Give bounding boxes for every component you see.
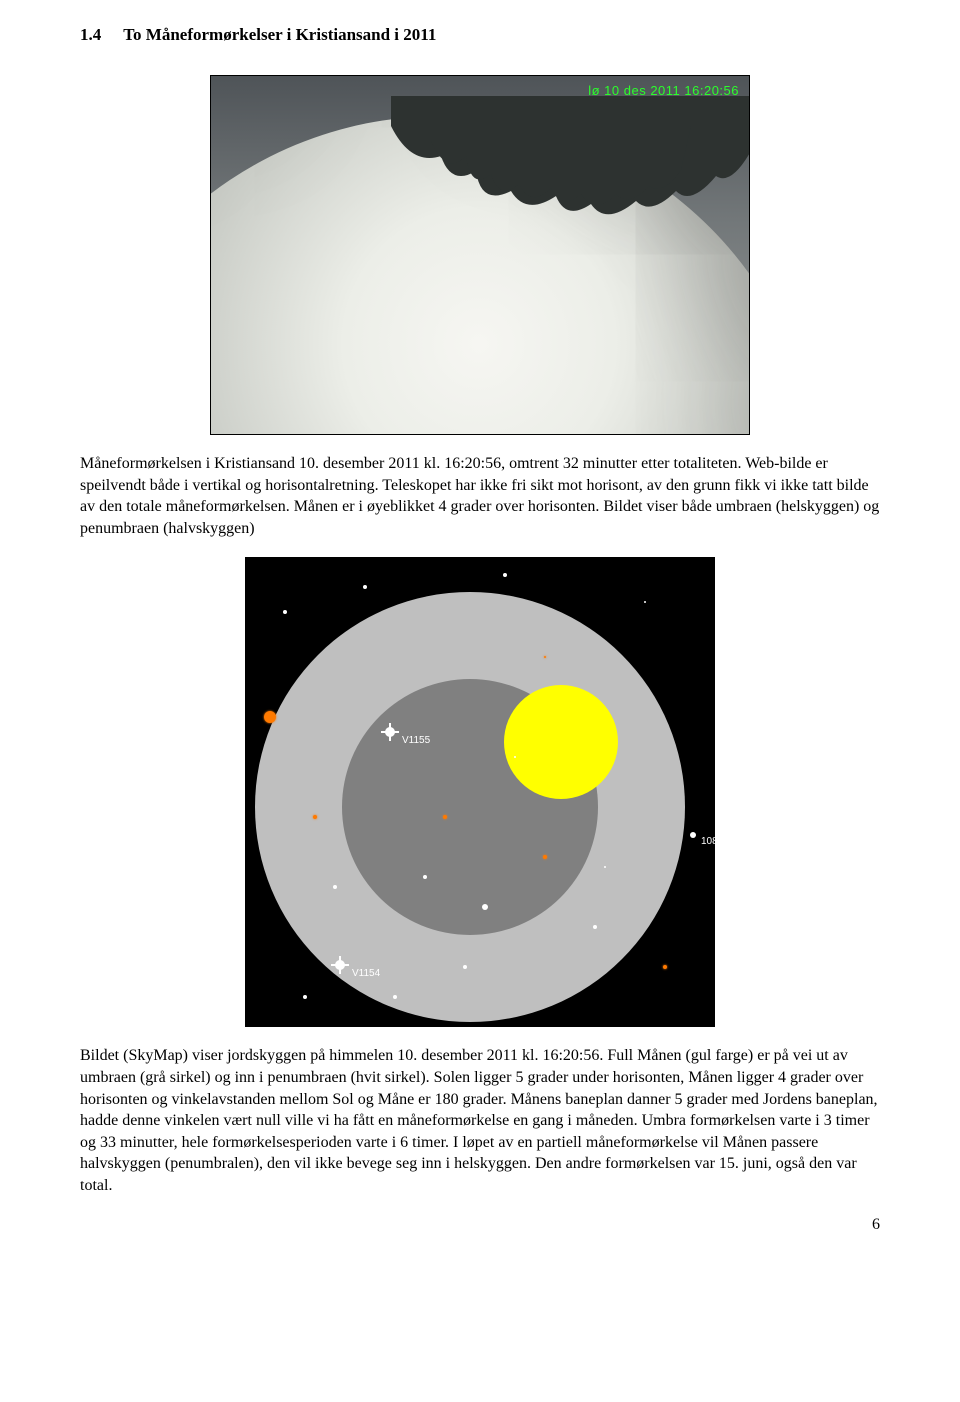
star-dot	[644, 601, 646, 603]
moon-photo: lø 10 des 2011 16:20:56	[210, 75, 750, 435]
star-dot	[363, 585, 367, 589]
tree-silhouette	[391, 96, 750, 246]
named-star-label: V1155	[402, 734, 430, 748]
photo-timestamp: lø 10 des 2011 16:20:56	[588, 82, 739, 100]
star-dot	[503, 573, 507, 577]
star-label: 108	[701, 835, 715, 849]
star-dot	[283, 610, 287, 614]
star-dot	[690, 832, 696, 838]
moon-circle	[504, 685, 618, 799]
page-number: 6	[80, 1214, 880, 1236]
caption-paragraph-2: Bildet (SkyMap) viser jordskyggen på him…	[80, 1045, 880, 1196]
star-dot	[303, 995, 307, 999]
caption-paragraph-1: Måneformørkelsen i Kristiansand 10. dese…	[80, 453, 880, 539]
moon-photo-figure: lø 10 des 2011 16:20:56	[80, 75, 880, 435]
skymap-diagram: V1155 V1154 108	[245, 557, 715, 1027]
section-heading: 1.4 To Måneformørkelser i Kristiansand i …	[80, 24, 880, 47]
section-title: To Måneformørkelser i Kristiansand i 201…	[123, 25, 436, 44]
skymap-figure: V1155 V1154 108	[80, 557, 880, 1027]
section-number: 1.4	[80, 24, 101, 47]
star-dot	[663, 965, 667, 969]
named-star-label: V1154	[352, 967, 380, 981]
